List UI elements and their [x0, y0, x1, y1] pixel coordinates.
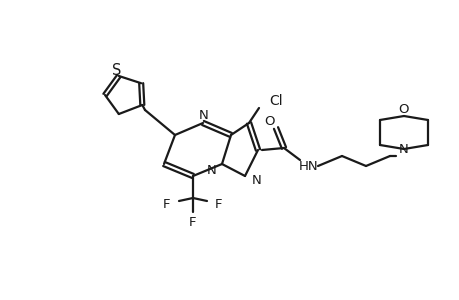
Text: O: O: [398, 103, 409, 116]
Text: O: O: [264, 115, 274, 128]
Text: HN: HN: [298, 160, 318, 172]
Text: F: F: [215, 199, 222, 212]
Text: F: F: [163, 199, 170, 212]
Text: N: N: [199, 109, 208, 122]
Text: N: N: [252, 173, 261, 187]
Text: N: N: [207, 164, 216, 176]
Text: F: F: [189, 217, 196, 230]
Text: Cl: Cl: [269, 94, 282, 108]
Text: S: S: [112, 64, 121, 79]
Text: N: N: [398, 142, 408, 155]
